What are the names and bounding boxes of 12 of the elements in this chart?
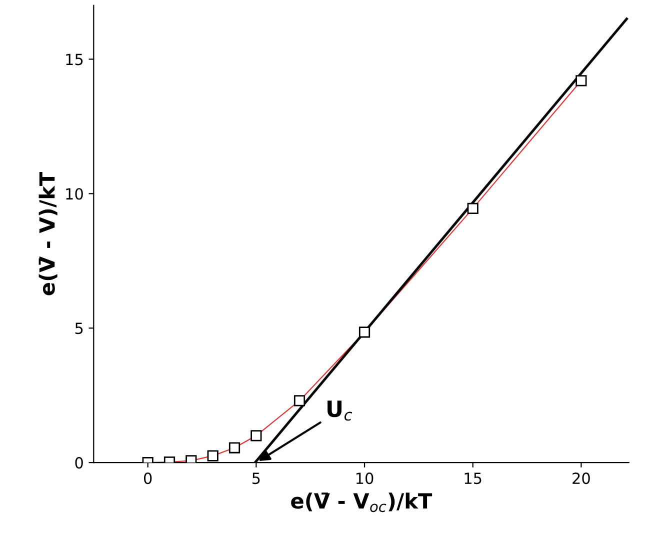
x-tick-label: 10 [356, 472, 374, 484]
x-tick-label: 5 [252, 472, 260, 484]
x-tick-label: 15 [464, 472, 482, 484]
y-axis-title: e(V̄ - V)/kT [38, 172, 58, 296]
x-tick-label: 20 [572, 472, 590, 484]
annotation: U$_{c}$ [328, 400, 352, 421]
y-tick-label: 0 [75, 457, 83, 469]
y-tick-label: 10 [66, 188, 83, 200]
y-tick-label: 5 [75, 322, 83, 334]
x-axis-title: e(V̄ - V$_{oc}$)/kT [291, 492, 432, 512]
x-tick-label: 0 [144, 472, 152, 484]
y-tick-label: 15 [66, 54, 83, 66]
